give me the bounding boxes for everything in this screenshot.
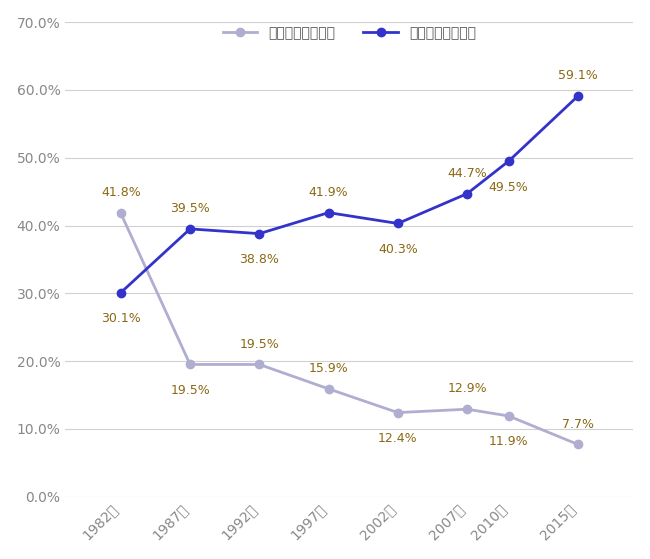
交際相手が居ない bbox=[325, 209, 333, 216]
Text: 40.3%: 40.3% bbox=[378, 243, 418, 256]
Text: 12.4%: 12.4% bbox=[378, 432, 418, 445]
Text: 11.9%: 11.9% bbox=[489, 435, 528, 448]
異性の友人がいる bbox=[255, 361, 263, 368]
交際相手が居ない bbox=[394, 220, 402, 227]
Text: 41.9%: 41.9% bbox=[309, 186, 348, 199]
Text: 39.5%: 39.5% bbox=[170, 202, 210, 215]
Text: 15.9%: 15.9% bbox=[309, 362, 348, 375]
異性の友人がいる bbox=[117, 210, 125, 217]
異性の友人がいる bbox=[186, 361, 194, 368]
Text: 41.8%: 41.8% bbox=[101, 186, 140, 200]
Text: 44.7%: 44.7% bbox=[447, 167, 487, 180]
Line: 交際相手が居ない: 交際相手が居ない bbox=[116, 92, 582, 297]
異性の友人がいる bbox=[505, 413, 513, 419]
交際相手が居ない bbox=[463, 190, 471, 197]
Line: 異性の友人がいる: 異性の友人がいる bbox=[116, 209, 582, 449]
Text: 19.5%: 19.5% bbox=[170, 384, 210, 397]
交際相手が居ない bbox=[117, 289, 125, 296]
Text: 38.8%: 38.8% bbox=[239, 253, 280, 266]
Text: 19.5%: 19.5% bbox=[239, 338, 280, 350]
Legend: 異性の友人がいる, 交際相手が居ない: 異性の友人がいる, 交際相手が居ない bbox=[216, 20, 483, 48]
交際相手が居ない bbox=[255, 230, 263, 237]
交際相手が居ない bbox=[186, 225, 194, 232]
異性の友人がいる bbox=[574, 441, 582, 448]
交際相手が居ない bbox=[574, 93, 582, 100]
異性の友人がいる bbox=[463, 406, 471, 413]
Text: 49.5%: 49.5% bbox=[489, 181, 528, 193]
Text: 59.1%: 59.1% bbox=[558, 69, 598, 82]
Text: 30.1%: 30.1% bbox=[101, 312, 140, 325]
交際相手が居ない bbox=[505, 158, 513, 164]
異性の友人がいる bbox=[325, 386, 333, 392]
Text: 7.7%: 7.7% bbox=[562, 418, 594, 430]
異性の友人がいる bbox=[394, 409, 402, 416]
Text: 12.9%: 12.9% bbox=[447, 382, 487, 395]
